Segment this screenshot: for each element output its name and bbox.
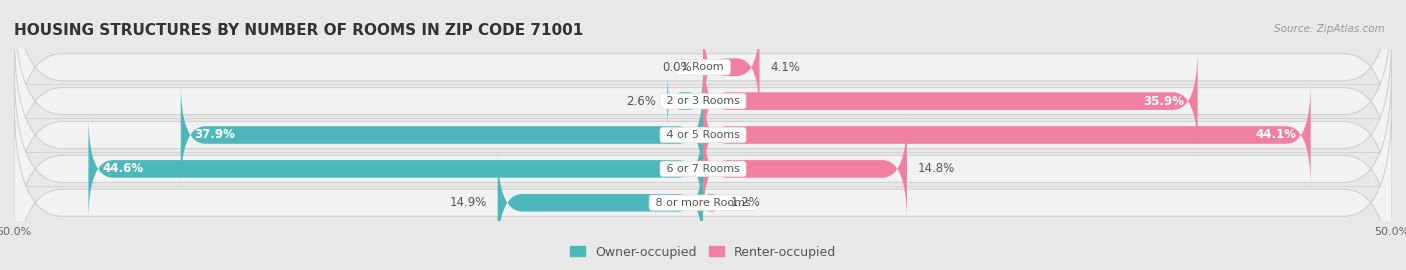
Text: 44.1%: 44.1% xyxy=(1256,129,1296,141)
FancyBboxPatch shape xyxy=(14,0,1392,172)
Legend: Owner-occupied, Renter-occupied: Owner-occupied, Renter-occupied xyxy=(565,241,841,264)
FancyBboxPatch shape xyxy=(668,75,703,127)
FancyBboxPatch shape xyxy=(14,98,1392,270)
FancyBboxPatch shape xyxy=(14,30,1392,240)
Text: 1 Room: 1 Room xyxy=(679,62,727,72)
Text: 6 or 7 Rooms: 6 or 7 Rooms xyxy=(662,164,744,174)
Text: 2 or 3 Rooms: 2 or 3 Rooms xyxy=(662,96,744,106)
Text: HOUSING STRUCTURES BY NUMBER OF ROOMS IN ZIP CODE 71001: HOUSING STRUCTURES BY NUMBER OF ROOMS IN… xyxy=(14,23,583,38)
Text: 14.8%: 14.8% xyxy=(918,162,955,176)
FancyBboxPatch shape xyxy=(89,117,703,221)
Text: 2.6%: 2.6% xyxy=(626,94,657,108)
FancyBboxPatch shape xyxy=(703,194,720,212)
Text: 1.2%: 1.2% xyxy=(731,196,761,209)
FancyBboxPatch shape xyxy=(703,83,1310,187)
Text: 35.9%: 35.9% xyxy=(1143,94,1184,108)
FancyBboxPatch shape xyxy=(498,151,703,255)
Text: 0.0%: 0.0% xyxy=(662,61,692,74)
Text: 44.6%: 44.6% xyxy=(103,162,143,176)
Text: 37.9%: 37.9% xyxy=(194,129,235,141)
FancyBboxPatch shape xyxy=(14,64,1392,270)
FancyBboxPatch shape xyxy=(181,83,703,187)
Text: Source: ZipAtlas.com: Source: ZipAtlas.com xyxy=(1274,24,1385,34)
FancyBboxPatch shape xyxy=(14,0,1392,206)
FancyBboxPatch shape xyxy=(703,21,759,114)
Text: 14.9%: 14.9% xyxy=(450,196,486,209)
Text: 8 or more Rooms: 8 or more Rooms xyxy=(652,198,754,208)
Text: 4 or 5 Rooms: 4 or 5 Rooms xyxy=(662,130,744,140)
Text: 4.1%: 4.1% xyxy=(770,61,800,74)
FancyBboxPatch shape xyxy=(703,117,907,221)
FancyBboxPatch shape xyxy=(703,49,1198,153)
